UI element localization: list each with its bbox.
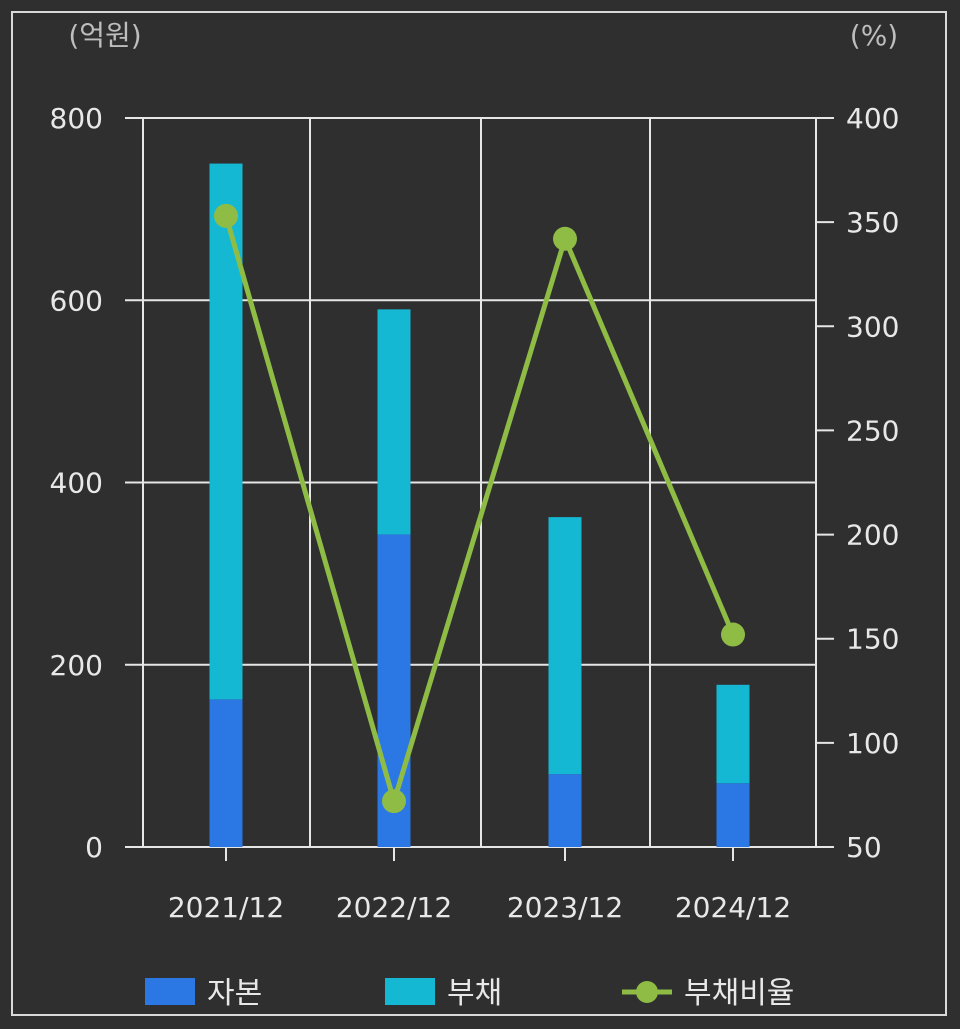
right-tick-label: 200	[846, 519, 899, 552]
bar-debt	[548, 517, 582, 775]
legend-label-ratio: 부채비율	[684, 976, 794, 1011]
right-tick-label: 250	[846, 414, 899, 447]
ratio-point	[382, 789, 406, 814]
right-tick-label: 100	[846, 727, 899, 760]
labels: (억원) (%)	[68, 19, 898, 52]
legend-label-capital: 자본	[207, 976, 262, 1011]
left-tick-label: 0	[85, 831, 103, 864]
bar-capital	[548, 774, 582, 847]
legend: 자본 부채 부채비율	[145, 976, 794, 1011]
right-tick-label: 300	[846, 310, 899, 343]
right-tick-label: 400	[846, 102, 899, 135]
legend-swatch-ratio-marker	[636, 981, 658, 1003]
left-tick-label: 800	[50, 102, 103, 135]
x-tick-label: 2021/12	[168, 891, 284, 924]
legend-swatch-capital	[145, 978, 195, 1005]
ratio-point	[214, 203, 238, 228]
bar-debt	[377, 309, 411, 535]
x-tick-label: 2022/12	[336, 891, 452, 924]
ratio-line-layer	[214, 203, 745, 814]
bars	[209, 163, 750, 847]
ratio-point	[721, 622, 745, 647]
chart-frame	[11, 11, 947, 1016]
x-tick-label: 2023/12	[507, 891, 623, 924]
axes: 0 200 400 600 800 50 100 150 200 250 300 350 400 2021…	[50, 102, 900, 924]
right-tick-label: 350	[846, 206, 899, 239]
grid	[142, 117, 817, 848]
bar-capital	[209, 699, 243, 847]
right-tick-label: 50	[846, 831, 882, 864]
right-tick-label: 150	[846, 623, 899, 656]
legend-swatch-debt	[385, 978, 435, 1005]
left-tick-label: 400	[50, 467, 103, 500]
bar-debt	[209, 163, 243, 700]
left-tick-label: 200	[50, 649, 103, 682]
legend-label-debt: 부채	[447, 976, 502, 1011]
left-tick-label: 600	[50, 284, 103, 317]
ratio-point	[553, 226, 577, 251]
bar-debt	[716, 684, 750, 784]
bar-capital	[716, 783, 750, 847]
left-axis-unit: (억원)	[68, 19, 141, 52]
ratio-line	[223, 215, 736, 804]
right-axis-unit: (%)	[850, 19, 898, 52]
x-tick-label: 2024/12	[675, 891, 791, 924]
